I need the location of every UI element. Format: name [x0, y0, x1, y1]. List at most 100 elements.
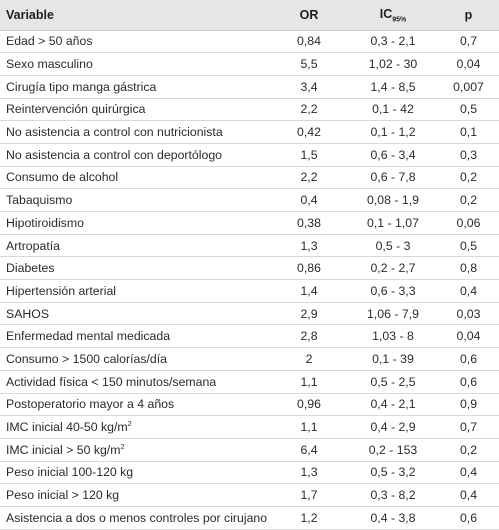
- cell-variable: Postoperatorio mayor a 4 años: [0, 393, 270, 417]
- cell-ic: 0,6 - 3,3: [348, 279, 438, 303]
- variable-superscript: 2: [120, 442, 125, 452]
- cell-or: 1,2: [270, 506, 348, 530]
- cell-p: 0,3: [438, 143, 499, 167]
- cell-or: 5,5: [270, 52, 348, 76]
- cell-or: 2,2: [270, 166, 348, 190]
- table-row: No asistencia a control con deportólogo 1…: [0, 143, 499, 167]
- cell-or: 0,4: [270, 188, 348, 212]
- variable-label: Consumo de alcohol: [6, 170, 119, 185]
- table-row: No asistencia a control con nutricionist…: [0, 120, 499, 144]
- cell-variable: No asistencia a control con nutricionist…: [0, 120, 270, 144]
- cell-or: 1,7: [270, 483, 348, 507]
- cell-ic: 0,3 - 2,1: [348, 30, 438, 54]
- cell-ic: 0,1 - 42: [348, 98, 438, 122]
- cell-or: 1,1: [270, 415, 348, 439]
- cell-p: 0,8: [438, 256, 499, 281]
- header-ic-subscript: 95%: [392, 16, 407, 23]
- variable-label: Asistencia a dos o menos controles por c…: [6, 510, 268, 525]
- cell-or: 0,86: [270, 256, 348, 281]
- cell-p: 0,6: [438, 506, 499, 530]
- cell-p: 0,04: [438, 52, 499, 76]
- cell-p: 0,007: [438, 75, 499, 99]
- cell-variable: Consumo > 1500 calorías/día: [0, 347, 270, 371]
- cell-ic: 0,08 - 1,9: [348, 188, 438, 212]
- variable-label: Sexo masculino: [6, 57, 93, 72]
- cell-p: 0,6: [438, 347, 499, 371]
- table-header: Variable OR IC95% p: [0, 0, 499, 31]
- header-or: OR: [270, 0, 348, 31]
- cell-ic: 1,02 - 30: [348, 52, 438, 76]
- cell-ic: 0,3 - 8,2: [348, 483, 438, 507]
- cell-variable: Hipertensión arterial: [0, 279, 270, 303]
- cell-p: 0,2: [438, 166, 499, 190]
- cell-ic: 0,5 - 3,2: [348, 461, 438, 485]
- table-row: SAHOS 2,9 1,06 - 7,9 0,03: [0, 302, 499, 326]
- cell-variable: Edad > 50 años: [0, 30, 270, 54]
- cell-variable: IMC inicial 40-50 kg/m2: [0, 415, 270, 439]
- variable-label: Edad > 50 años: [6, 34, 93, 49]
- variable-label: IMC inicial 40-50 kg/m: [6, 420, 128, 435]
- header-ic: IC95%: [348, 0, 438, 31]
- variable-label: No asistencia a control con nutricionist…: [6, 125, 223, 140]
- cell-variable: SAHOS: [0, 302, 270, 326]
- cell-ic: 0,6 - 3,4: [348, 143, 438, 167]
- cell-or: 2,9: [270, 302, 348, 326]
- cell-variable: Tabaquismo: [0, 188, 270, 212]
- cell-or: 2,2: [270, 98, 348, 122]
- cell-ic: 1,4 - 8,5: [348, 75, 438, 99]
- variable-label: No asistencia a control con deportólogo: [6, 147, 223, 162]
- cell-p: 0,4: [438, 279, 499, 303]
- variable-label: Cirugía tipo manga gástrica: [6, 79, 157, 94]
- cell-p: 0,2: [438, 438, 499, 462]
- table-row: Hipertensión arterial 1,4 0,6 - 3,3 0,4: [0, 279, 499, 303]
- cell-ic: 0,5 - 2,5: [348, 370, 438, 394]
- variable-label: Artropatía: [6, 238, 60, 253]
- cell-ic: 0,2 - 2,7: [348, 256, 438, 281]
- cell-or: 2: [270, 347, 348, 371]
- cell-p: 0,5: [438, 234, 499, 258]
- cell-ic: 0,4 - 2,9: [348, 415, 438, 439]
- cell-ic: 0,4 - 2,1: [348, 393, 438, 417]
- cell-ic: 1,03 - 8: [348, 324, 438, 349]
- header-variable: Variable: [0, 0, 270, 31]
- table-row: Hipotiroidismo 0,38 0,1 - 1,07 0,06: [0, 211, 499, 235]
- table-row: Actividad física < 150 minutos/semana 1,1…: [0, 370, 499, 394]
- cell-or: 0,96: [270, 393, 348, 417]
- cell-or: 6,4: [270, 438, 348, 462]
- cell-or: 3,4: [270, 75, 348, 99]
- variable-label: Hipertensión arterial: [6, 283, 117, 298]
- variable-label: Postoperatorio mayor a 4 años: [6, 397, 175, 412]
- table-body: Edad > 50 años 0,84 0,3 - 2,1 0,7 Sexo mascu…: [0, 30, 499, 530]
- table-row: Consumo > 1500 calorías/día 2 0,1 - 39 0,6: [0, 347, 499, 371]
- cell-p: 0,4: [438, 483, 499, 507]
- table-row: Tabaquismo 0,4 0,08 - 1,9 0,2: [0, 188, 499, 212]
- header-row: Variable OR IC95% p: [0, 0, 499, 31]
- table-row: Asistencia a dos o menos controles por c…: [0, 506, 499, 530]
- cell-variable: Sexo masculino: [0, 52, 270, 76]
- variable-label: IMC inicial > 50 kg/m: [6, 443, 121, 458]
- cell-ic: 0,2 - 153: [348, 438, 438, 462]
- variable-label: Consumo > 1500 calorías/día: [6, 351, 167, 366]
- variable-label: Actividad física < 150 minutos/semana: [6, 374, 217, 389]
- variable-label: Tabaquismo: [6, 193, 73, 208]
- cell-variable: IMC inicial > 50 kg/m2: [0, 438, 270, 462]
- cell-variable: Peso inicial 100-120 kg: [0, 461, 270, 485]
- cell-variable: Artropatía: [0, 234, 270, 258]
- cell-ic: 0,6 - 7,8: [348, 166, 438, 190]
- cell-p: 0,4: [438, 461, 499, 485]
- cell-variable: Reintervención quirúrgica: [0, 98, 270, 122]
- table-row: Reintervención quirúrgica 2,2 0,1 - 42 0,5: [0, 98, 499, 122]
- cell-or: 0,38: [270, 211, 348, 235]
- cell-or: 1,3: [270, 461, 348, 485]
- table-row: Peso inicial > 120 kg 1,7 0,3 - 8,2 0,4: [0, 483, 499, 507]
- cell-p: 0,03: [438, 302, 499, 326]
- variable-label: Reintervención quirúrgica: [6, 102, 146, 117]
- table-row: Diabetes 0,86 0,2 - 2,7 0,8: [0, 256, 499, 281]
- cell-p: 0,1: [438, 120, 499, 144]
- cell-ic: 0,1 - 1,07: [348, 211, 438, 235]
- variable-label: Peso inicial 100-120 kg: [6, 465, 134, 480]
- cell-variable: No asistencia a control con deportólogo: [0, 143, 270, 167]
- cell-variable: Consumo de alcohol: [0, 166, 270, 190]
- variable-label: Peso inicial > 120 kg: [6, 488, 120, 503]
